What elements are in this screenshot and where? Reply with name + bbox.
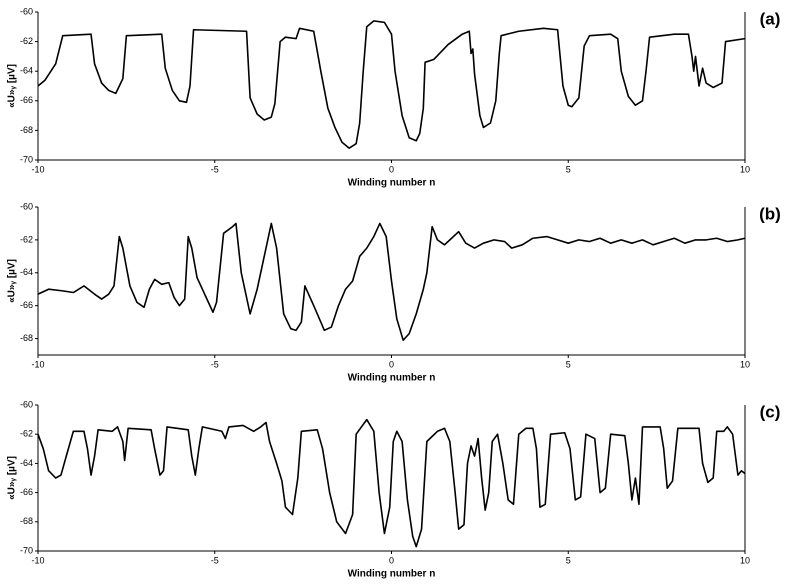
y-tick-label: -64 bbox=[20, 458, 33, 468]
x-tick-label: 10 bbox=[740, 164, 750, 174]
y-tick-label: -60 bbox=[20, 6, 33, 16]
panel-label: (b) bbox=[759, 204, 781, 223]
y-tick-label: -64 bbox=[20, 66, 33, 76]
x-tick-label: -5 bbox=[211, 164, 219, 174]
x-tick-label: 5 bbox=[566, 359, 571, 369]
y-tick-label: -66 bbox=[20, 95, 33, 105]
x-tick-label: 10 bbox=[740, 555, 750, 565]
y-tick-label: -70 bbox=[20, 154, 33, 164]
x-axis-label: Winding number n bbox=[348, 373, 436, 384]
y-axis-label: «U»ᵧ [µV] bbox=[7, 259, 18, 303]
x-tick-label: -5 bbox=[211, 555, 219, 565]
x-tick-label: -10 bbox=[31, 359, 44, 369]
data-line bbox=[37, 222, 746, 341]
y-tick-label: -62 bbox=[20, 429, 33, 439]
data-line bbox=[37, 418, 746, 548]
x-axis-label: Winding number n bbox=[348, 178, 436, 189]
x-tick-label: 0 bbox=[389, 359, 394, 369]
x-tick-label: 0 bbox=[389, 555, 394, 565]
y-axis-label: «U»ᵧ [µV] bbox=[7, 64, 18, 108]
y-tick-label: -68 bbox=[20, 125, 33, 135]
panel-label: (c) bbox=[760, 402, 781, 421]
x-tick-label: -10 bbox=[31, 555, 44, 565]
y-tick-label: -68 bbox=[20, 516, 33, 526]
y-tick-label: -70 bbox=[20, 545, 33, 555]
y-tick-label: -68 bbox=[20, 333, 33, 343]
x-tick-label: -5 bbox=[211, 359, 219, 369]
x-axis-label: Winding number n bbox=[348, 569, 436, 580]
y-tick-label: -60 bbox=[20, 399, 33, 409]
y-tick-label: -62 bbox=[20, 234, 33, 244]
y-tick-label: -64 bbox=[20, 267, 33, 277]
x-tick-label: -10 bbox=[31, 164, 44, 174]
y-tick-label: -62 bbox=[20, 36, 33, 46]
y-axis-label: «U»ᵧ [µV] bbox=[7, 456, 18, 500]
y-tick-label: -66 bbox=[20, 487, 33, 497]
x-tick-label: 10 bbox=[740, 359, 750, 369]
y-tick-label: -60 bbox=[20, 201, 33, 211]
x-tick-label: 5 bbox=[566, 555, 571, 565]
x-tick-label: 0 bbox=[389, 164, 394, 174]
data-line bbox=[37, 20, 746, 149]
y-tick-label: -66 bbox=[20, 300, 33, 310]
panel-label: (a) bbox=[760, 9, 781, 28]
x-tick-label: 5 bbox=[566, 164, 571, 174]
